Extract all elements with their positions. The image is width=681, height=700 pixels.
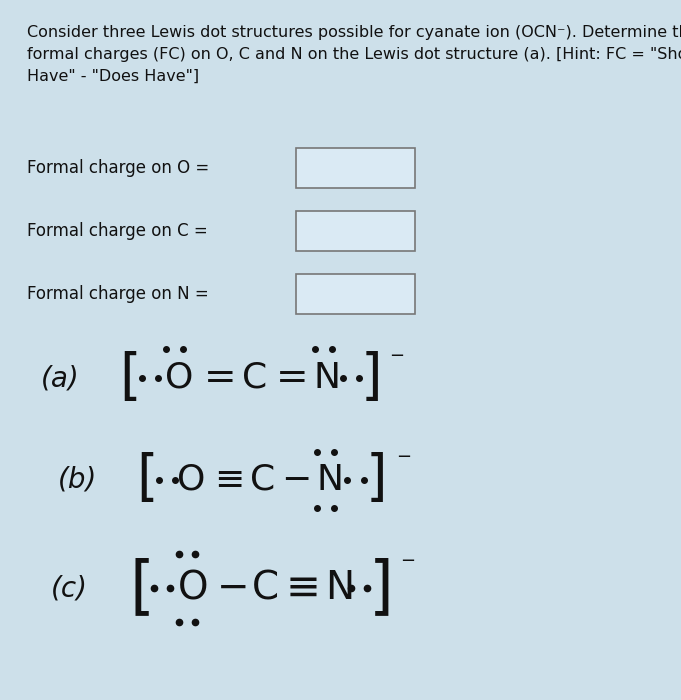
Text: C: C: [250, 463, 275, 496]
Text: ]: ]: [368, 557, 394, 619]
Text: N: N: [326, 569, 355, 607]
Text: −: −: [396, 448, 411, 466]
Text: ≡: ≡: [286, 567, 321, 609]
Text: (a): (a): [41, 364, 80, 392]
Text: [: [: [129, 557, 155, 619]
Text: Consider three Lewis dot structures possible for cyanate ion (OCN⁻). Determine t: Consider three Lewis dot structures poss…: [27, 25, 681, 84]
FancyBboxPatch shape: [296, 274, 415, 314]
Text: [: [: [119, 351, 141, 405]
FancyBboxPatch shape: [296, 148, 415, 188]
Text: =: =: [276, 359, 308, 397]
Text: ≡: ≡: [214, 463, 244, 496]
Text: [: [: [136, 452, 158, 507]
Text: O: O: [177, 463, 206, 496]
Text: Formal charge on N =: Formal charge on N =: [27, 285, 215, 303]
Text: Formal charge on O =: Formal charge on O =: [27, 159, 215, 177]
Text: N: N: [317, 463, 344, 496]
Text: O: O: [165, 361, 194, 395]
Text: ]: ]: [361, 351, 383, 405]
Text: =: =: [204, 359, 237, 397]
Text: O: O: [178, 569, 208, 607]
Text: C: C: [252, 569, 279, 607]
Text: ]: ]: [366, 452, 387, 507]
Text: C: C: [242, 361, 267, 395]
Text: −: −: [281, 463, 311, 496]
Text: (c): (c): [51, 574, 88, 602]
Text: (b): (b): [58, 466, 97, 493]
Text: −: −: [390, 346, 405, 365]
Text: −: −: [400, 552, 415, 570]
FancyBboxPatch shape: [296, 211, 415, 251]
Text: N: N: [313, 361, 340, 395]
Text: −: −: [217, 569, 249, 607]
Text: Formal charge on C =: Formal charge on C =: [27, 222, 213, 240]
